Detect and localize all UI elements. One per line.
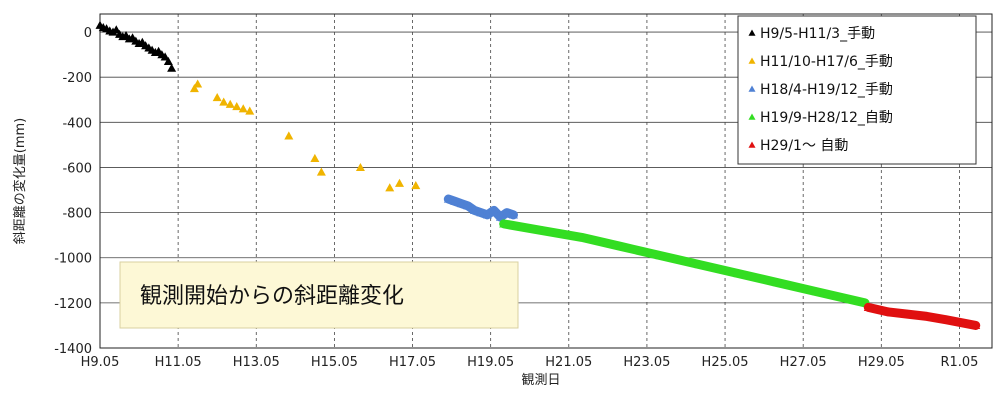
data-point: [616, 241, 626, 251]
data-point: [495, 212, 505, 221]
data-point: [316, 167, 326, 176]
data-point: [476, 208, 486, 217]
data-point: [232, 102, 242, 111]
data-point: [189, 83, 199, 93]
x-tick-label: H25.05: [702, 355, 749, 370]
y-tick-label: -1400: [54, 342, 92, 357]
x-tick-label: H27.05: [780, 355, 827, 370]
legend-label: H29/1～ 自動: [760, 138, 848, 154]
data-point: [863, 302, 873, 311]
legend-marker: [748, 29, 756, 36]
data-point: [733, 269, 743, 278]
data-point: [502, 208, 512, 217]
data-point: [395, 178, 405, 187]
x-tick-label: H23.05: [623, 355, 670, 370]
data-point: [463, 201, 473, 210]
data-point: [450, 196, 460, 205]
x-tick-labels: H9.05 H11.05 H13.05 H15.05 H17.05 H19.05 H21.0…: [81, 355, 979, 370]
data-point: [902, 309, 912, 318]
y-tick-label: -1000: [54, 252, 92, 267]
x-tick-label: H11.05: [155, 355, 202, 370]
data-point: [284, 131, 294, 140]
data-point: [310, 153, 320, 163]
y-tick-label: -1200: [54, 297, 92, 312]
annotation-box-bg: [119, 261, 519, 329]
data-point: [655, 250, 665, 260]
data-point: [883, 307, 893, 316]
data-point: [411, 181, 421, 190]
data-point: [499, 219, 509, 228]
legend-label: H9/5-H11/3_手動: [760, 26, 875, 42]
x-tick-label: H29.05: [858, 355, 905, 370]
y-tick-label: -400: [62, 116, 92, 131]
data-point: [469, 205, 479, 214]
data-point: [971, 320, 981, 330]
data-point: [212, 93, 222, 102]
data-point: [167, 63, 177, 72]
data-point: [508, 210, 518, 219]
legend-label: H11/10-H17/6_手動: [760, 54, 893, 70]
y-tick-label: 0: [84, 26, 92, 41]
legend-label: H18/4-H19/12_手動: [760, 82, 893, 98]
x-tick-label: R1.05: [940, 355, 978, 370]
y-tick-label: -200: [62, 71, 92, 86]
data-point: [694, 260, 704, 269]
y-tick-label: -800: [62, 207, 92, 222]
data-point: [238, 104, 248, 113]
data-point: [538, 226, 548, 235]
y-axis-title: 斜距離の変化量(mm): [12, 118, 28, 244]
data-point: [385, 183, 395, 192]
legend-box: [737, 15, 977, 165]
data-point: [219, 97, 229, 106]
data-point: [355, 162, 365, 172]
legend-marker: [748, 141, 756, 148]
x-tick-label: H21.05: [545, 355, 592, 370]
data-point: [772, 278, 782, 287]
x-tick-label: H17.05: [389, 355, 436, 370]
data-point: [922, 311, 932, 321]
y-tick-labels: 0 -200 -400 -600 -800 -1000 -1200 -1400: [54, 26, 92, 357]
series-band: [499, 219, 870, 308]
data-point: [443, 194, 453, 203]
data-points: [95, 20, 981, 330]
data-point: [489, 205, 499, 214]
data-point: [811, 287, 821, 296]
data-point: [456, 199, 466, 208]
x-tick-label: H15.05: [311, 355, 358, 370]
data-point: [111, 25, 121, 34]
legend-label: H19/9-H28/12_自動: [760, 110, 893, 126]
data-point: [941, 315, 951, 324]
plot-frame: [99, 13, 993, 349]
annotation-text: 観測開始からの斜距離変化: [140, 284, 404, 309]
legend: H9/5-H11/3_手動 H11/10-H17/6_手動 H18/4-H19/12…: [737, 15, 977, 165]
legend-marker: [748, 85, 756, 92]
legend-marker: [748, 57, 756, 64]
x-tick-label: H9.05: [81, 355, 120, 370]
data-point: [577, 232, 587, 242]
annotation-box: 観測開始からの斜距離変化: [119, 261, 519, 329]
data-point: [482, 210, 492, 219]
x-tick-label: H13.05: [233, 355, 280, 370]
legend-marker: [748, 113, 756, 120]
series-band: [863, 302, 981, 330]
x-tick-label: H19.05: [467, 355, 514, 370]
y-tick-label: -600: [62, 161, 92, 176]
x-axis-title: 観測日: [521, 373, 560, 388]
data-point: [193, 79, 203, 88]
data-point: [225, 99, 235, 108]
data-point: [160, 52, 170, 61]
legend-items: H9/5-H11/3_手動 H11/10-H17/6_手動 H18/4-H19/12…: [748, 26, 893, 154]
data-point: [163, 56, 173, 65]
data-point: [245, 106, 255, 115]
